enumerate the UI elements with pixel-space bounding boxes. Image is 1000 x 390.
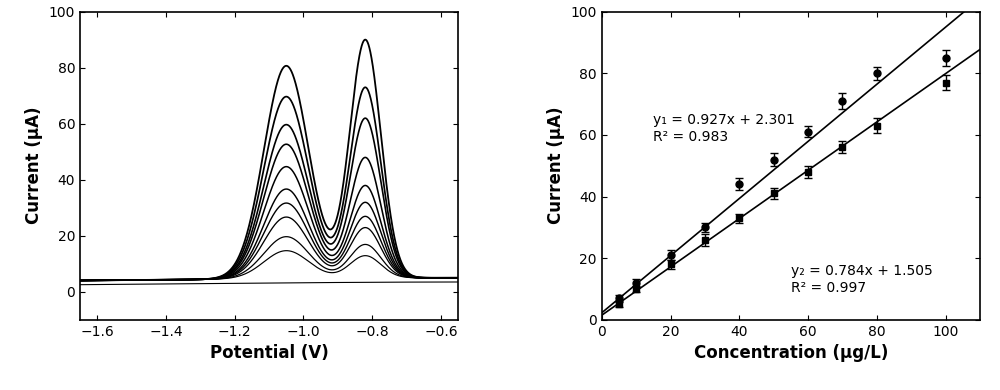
Text: y₂ = 0.784x + 1.505
R² = 0.997: y₂ = 0.784x + 1.505 R² = 0.997 — [791, 264, 933, 294]
Text: y₁ = 0.927x + 2.301
R² = 0.983: y₁ = 0.927x + 2.301 R² = 0.983 — [653, 113, 795, 144]
X-axis label: Concentration (μg/L): Concentration (μg/L) — [694, 344, 888, 362]
Y-axis label: Current (μA): Current (μA) — [25, 107, 43, 225]
Y-axis label: Current (μA): Current (μA) — [547, 107, 565, 225]
X-axis label: Potential (V): Potential (V) — [210, 344, 328, 362]
